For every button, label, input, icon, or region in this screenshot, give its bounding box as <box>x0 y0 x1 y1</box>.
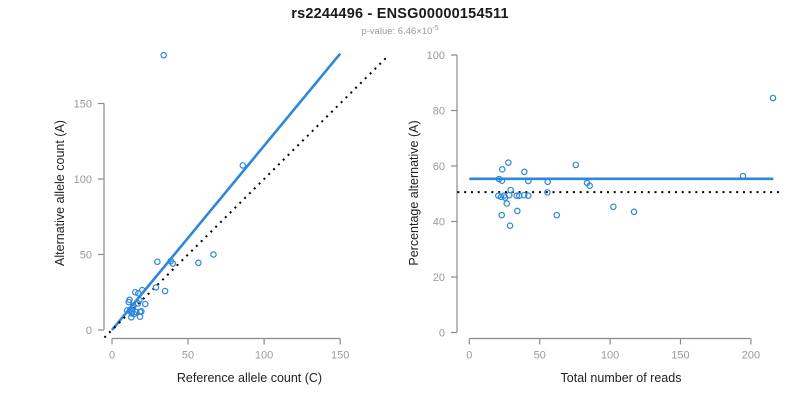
data-point <box>553 211 561 219</box>
data-point <box>514 207 521 215</box>
data-point <box>507 186 514 194</box>
data-point <box>138 286 146 294</box>
data-point <box>160 51 168 59</box>
y-tick-label: 40 <box>433 217 445 229</box>
data-point <box>169 260 177 267</box>
data-point <box>505 159 512 166</box>
figure-title: rs2244496 - ENSG00000154511 <box>291 6 509 22</box>
data-point <box>152 284 160 291</box>
y-tick-label: 0 <box>439 328 445 340</box>
data-point <box>130 310 138 318</box>
figure-subtitle: p-value: 6.46×10-5 <box>0 25 800 37</box>
p-value-exponent: -5 <box>432 25 439 32</box>
data-point <box>239 162 247 169</box>
data-point <box>210 251 217 258</box>
data-point <box>126 296 133 304</box>
data-point <box>497 193 505 201</box>
data-point <box>544 178 552 186</box>
x-tick-label: 50 <box>182 350 194 362</box>
data-point <box>135 290 142 297</box>
x-tick-label: 100 <box>601 350 619 362</box>
data-point <box>506 222 514 229</box>
y-tick-label: 20 <box>433 272 445 284</box>
y-tick-label: 100 <box>74 174 92 186</box>
left-scatter-plot: 0 50 100 150 0 50 100 150 Reference allele count… <box>53 51 389 385</box>
data-point <box>138 307 145 315</box>
x-tick-label: 0 <box>466 350 472 362</box>
data-point <box>498 211 505 219</box>
data-point <box>524 192 532 199</box>
data-point <box>544 189 551 196</box>
y-tick-label: 60 <box>433 161 445 173</box>
x-tick-label: 200 <box>742 350 760 362</box>
y-tick-label: 50 <box>80 250 92 262</box>
right-scatter-plot: 0 20 40 60 80 100 0 50 100 150 200 Total number of … <box>407 50 784 385</box>
data-point <box>131 288 139 296</box>
x-tick-label: 0 <box>109 350 115 362</box>
y-tick-label: 80 <box>433 106 445 118</box>
data-point <box>610 203 617 211</box>
regression-line <box>110 52 342 331</box>
p-value-text: p-value: 6.46×10 <box>361 26 433 38</box>
y-tick-label: 150 <box>74 99 92 111</box>
y-tick-label: 100 <box>427 50 445 62</box>
data-point <box>161 287 169 295</box>
data-point <box>503 200 511 207</box>
x-tick-label: 150 <box>331 350 349 362</box>
data-point <box>586 182 593 190</box>
data-point <box>154 258 161 266</box>
data-point <box>498 166 506 173</box>
x-axis-label: Total number of reads <box>561 371 682 385</box>
data-point <box>136 296 143 304</box>
data-point <box>630 208 638 216</box>
data-point <box>521 168 528 176</box>
x-tick-label: 150 <box>671 350 689 362</box>
data-point <box>524 177 532 185</box>
data-point <box>142 300 149 308</box>
x-tick-label: 50 <box>534 350 546 362</box>
data-point <box>739 172 747 180</box>
x-axis-label: Reference allele count (C) <box>177 371 322 385</box>
y-tick-label: 0 <box>86 325 92 337</box>
data-point <box>520 191 528 199</box>
data-point <box>572 161 580 169</box>
data-point <box>195 259 202 267</box>
y-axis-label: Alternative allele count (A) <box>53 120 67 266</box>
data-point <box>513 192 521 199</box>
data-point <box>769 94 777 102</box>
identity-line <box>103 55 389 339</box>
y-axis-label: Percentage alternative (A) <box>407 120 421 265</box>
data-point <box>498 177 506 185</box>
x-tick-label: 100 <box>255 350 273 362</box>
data-point <box>134 300 142 307</box>
